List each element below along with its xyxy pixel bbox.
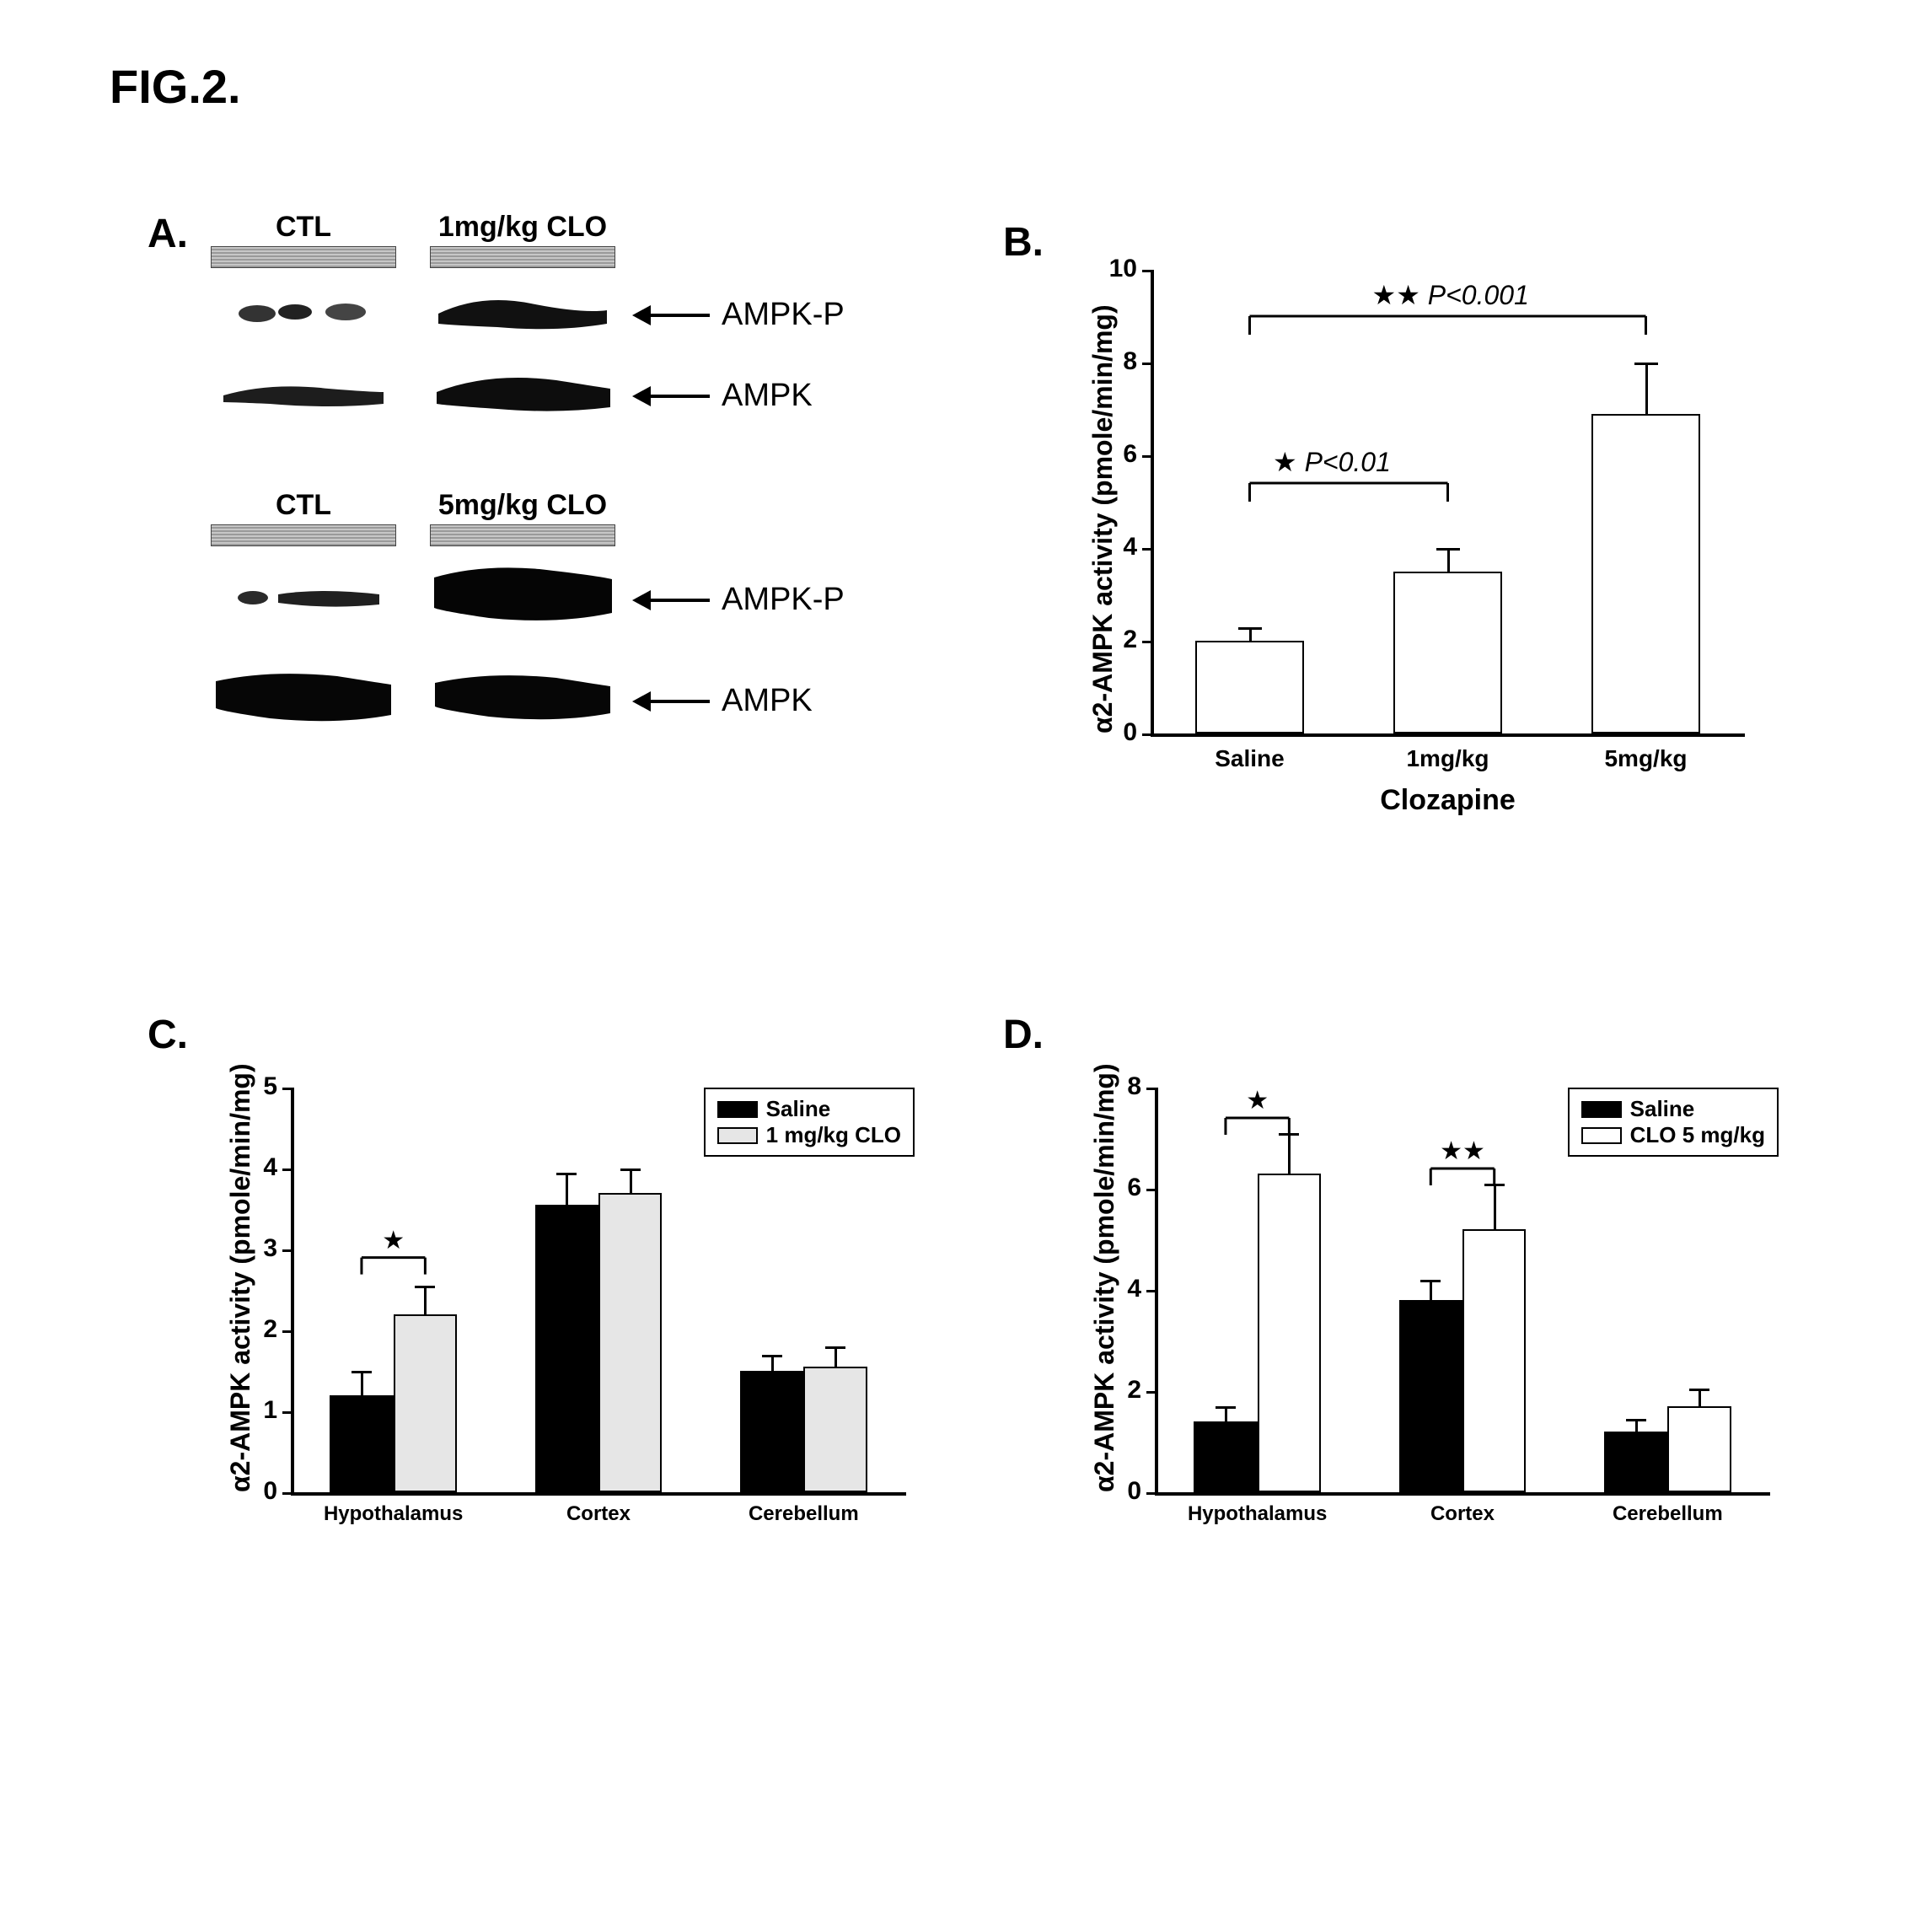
blot-label-clo-1: 1mg/kg CLO — [430, 211, 615, 244]
panel-d-label: D. — [1003, 1012, 1044, 1058]
blot-arrow: AMPK-P — [632, 297, 845, 333]
blot-band — [430, 287, 615, 337]
blot-header-bar — [211, 246, 396, 268]
blot-row-label: AMPK-P — [722, 297, 845, 333]
panel-a: CTL 1mg/kg CLO AMPK-P AMPK CTL 5mg/kg CL… — [194, 219, 910, 826]
panel-c-label: C. — [148, 1012, 188, 1058]
blot-band — [211, 569, 396, 624]
blot-row-label: AMPK — [722, 378, 813, 414]
blot-header-bar — [430, 524, 615, 546]
blot-label-clo-2: 5mg/kg CLO — [430, 489, 615, 522]
panel-a-label: A. — [148, 211, 188, 257]
blot-header-bar — [211, 524, 396, 546]
blot-band — [211, 666, 396, 729]
blot-arrow: AMPK — [632, 378, 813, 414]
panel-d-chart: 02468α2-AMPK activity (pmole/min/mg)Hypo… — [1071, 1071, 1787, 1551]
blot-band — [430, 561, 615, 628]
blot-label-ctl-1: CTL — [211, 211, 396, 244]
blot-row-label: AMPK — [722, 683, 813, 719]
blot-band — [211, 287, 396, 337]
blot-header-bar — [430, 246, 615, 268]
panel-b-chart: 0246810α2-AMPK activity (pmole/min/mg)Sa… — [1071, 253, 1762, 826]
blot-row-label: AMPK-P — [722, 582, 845, 618]
panel-b-label: B. — [1003, 219, 1044, 266]
blot-label-ctl-2: CTL — [211, 489, 396, 522]
blot-band — [430, 666, 615, 729]
blot-band — [430, 367, 615, 417]
panel-c-chart: 012345α2-AMPK activity (pmole/min/mg)Hyp… — [207, 1071, 923, 1551]
blot-arrow: AMPK — [632, 683, 813, 719]
blot-arrow: AMPK-P — [632, 582, 845, 618]
blot-band — [211, 367, 396, 417]
figure-title: FIG.2. — [110, 59, 241, 114]
